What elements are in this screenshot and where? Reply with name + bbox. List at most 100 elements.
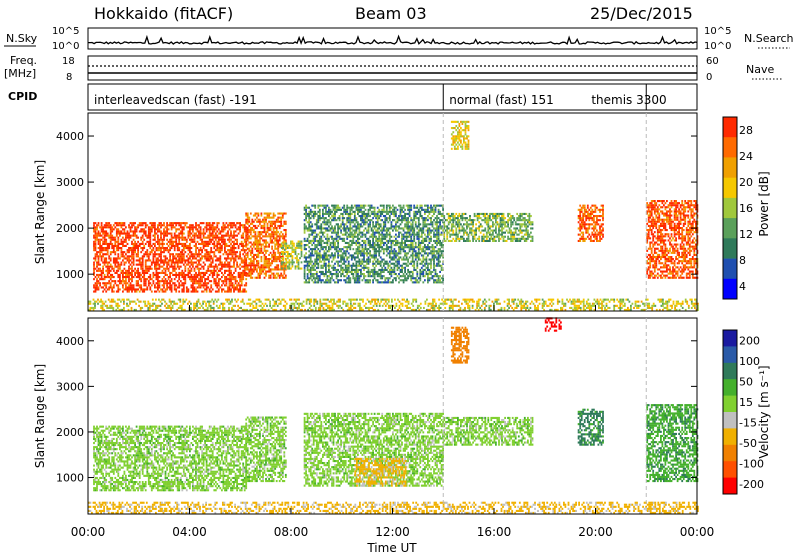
heatmap-cell <box>380 265 382 267</box>
heatmap-cell <box>334 281 336 283</box>
heatmap-cell <box>236 235 238 237</box>
heatmap-cell <box>328 238 330 240</box>
heatmap-cell <box>436 259 438 261</box>
heatmap-cell <box>165 262 167 264</box>
heatmap-cell <box>215 239 217 241</box>
heatmap-cell <box>354 213 356 215</box>
heatmap-cell <box>412 271 414 273</box>
heatmap-cell <box>168 245 170 247</box>
heatmap-cell <box>203 247 205 249</box>
heatmap-cell <box>331 252 333 254</box>
heatmap-cell <box>415 250 417 252</box>
heatmap-cell <box>149 276 151 278</box>
heatmap-cell <box>343 263 345 265</box>
heatmap-cell <box>166 243 168 245</box>
heatmap-cell <box>368 225 370 227</box>
heatmap-cell <box>151 264 153 266</box>
heatmap-cell <box>366 221 368 223</box>
heatmap-cell <box>111 239 113 241</box>
heatmap-cell <box>233 257 235 259</box>
heatmap-cell <box>327 227 329 229</box>
heatmap-cell <box>419 277 421 279</box>
heatmap-cell <box>108 268 110 270</box>
heatmap-cell <box>304 275 306 277</box>
heatmap-cell <box>98 288 100 290</box>
heatmap-cell <box>143 239 145 241</box>
heatmap-cell <box>387 279 389 281</box>
heatmap-cell <box>191 237 193 239</box>
heatmap-cell <box>365 209 367 211</box>
heatmap-cell <box>258 225 260 227</box>
heatmap-cell <box>215 255 217 257</box>
heatmap-cell <box>357 254 359 256</box>
heatmap-cell <box>131 226 133 228</box>
heatmap-cell <box>117 247 119 249</box>
heatmap-cell <box>245 278 247 280</box>
heatmap-cell <box>319 219 321 221</box>
heatmap-cell <box>181 235 183 237</box>
heatmap-cell <box>271 262 273 264</box>
heatmap-cell <box>305 225 307 227</box>
heatmap-cell <box>238 245 240 247</box>
heatmap-cell <box>327 205 329 207</box>
heatmap-cell <box>218 291 220 293</box>
heatmap-cell <box>117 253 119 255</box>
heatmap-cell <box>314 279 316 281</box>
heatmap-cell <box>258 213 260 215</box>
heatmap-cell <box>429 207 431 209</box>
heatmap-cell <box>316 261 318 263</box>
heatmap-cell <box>189 243 191 245</box>
heatmap-cell <box>404 271 406 273</box>
heatmap-cell <box>304 269 306 271</box>
heatmap-cell <box>378 254 380 256</box>
heatmap-cell <box>462 219 464 221</box>
heatmap-cell <box>160 257 162 259</box>
heatmap-cell <box>446 234 448 236</box>
heatmap-cell <box>143 245 145 247</box>
heatmap-cell <box>362 236 364 238</box>
heatmap-cell <box>251 227 253 229</box>
heatmap-cell <box>418 219 420 221</box>
heatmap-cell <box>108 222 110 224</box>
heatmap-cell <box>233 264 235 266</box>
heatmap-cell <box>229 245 231 247</box>
heatmap-cell <box>98 247 100 249</box>
heatmap-cell <box>401 265 403 267</box>
heatmap-cell <box>233 247 235 249</box>
heatmap-cell <box>439 221 441 223</box>
heatmap-cell <box>219 239 221 241</box>
heatmap-cell <box>110 278 112 280</box>
heatmap-cell <box>143 274 145 276</box>
heatmap-cell <box>95 222 97 224</box>
heatmap-cell <box>265 219 267 221</box>
heatmap-cell <box>339 236 341 238</box>
heatmap-cell <box>247 215 249 217</box>
heatmap-cell <box>279 237 281 239</box>
heatmap-cell <box>391 223 393 225</box>
heatmap-cell <box>446 230 448 232</box>
heatmap-cell <box>426 259 428 261</box>
heatmap-cell <box>247 252 249 254</box>
heatmap-cell <box>145 278 147 280</box>
heatmap-cell <box>271 248 273 250</box>
heatmap-cell <box>198 278 200 280</box>
heatmap-cell <box>195 245 197 247</box>
heatmap-cell <box>308 236 310 238</box>
heatmap-cell <box>104 253 106 255</box>
heatmap-cell <box>395 254 397 256</box>
heatmap-cell <box>258 264 260 266</box>
heatmap-cell <box>125 237 127 239</box>
heatmap-cell <box>305 217 307 219</box>
heatmap-cell <box>398 234 400 236</box>
heatmap-cell <box>320 267 322 269</box>
heatmap-cell <box>377 279 379 281</box>
heatmap-cell <box>320 232 322 234</box>
heatmap-cell <box>178 239 180 241</box>
heatmap-cell <box>98 280 100 282</box>
heatmap-cell <box>401 209 403 211</box>
heatmap-cell <box>340 223 342 225</box>
heatmap-cell <box>105 291 107 293</box>
heatmap-cell <box>149 235 151 237</box>
heatmap-cell <box>157 278 159 280</box>
heatmap-cell <box>153 272 155 274</box>
